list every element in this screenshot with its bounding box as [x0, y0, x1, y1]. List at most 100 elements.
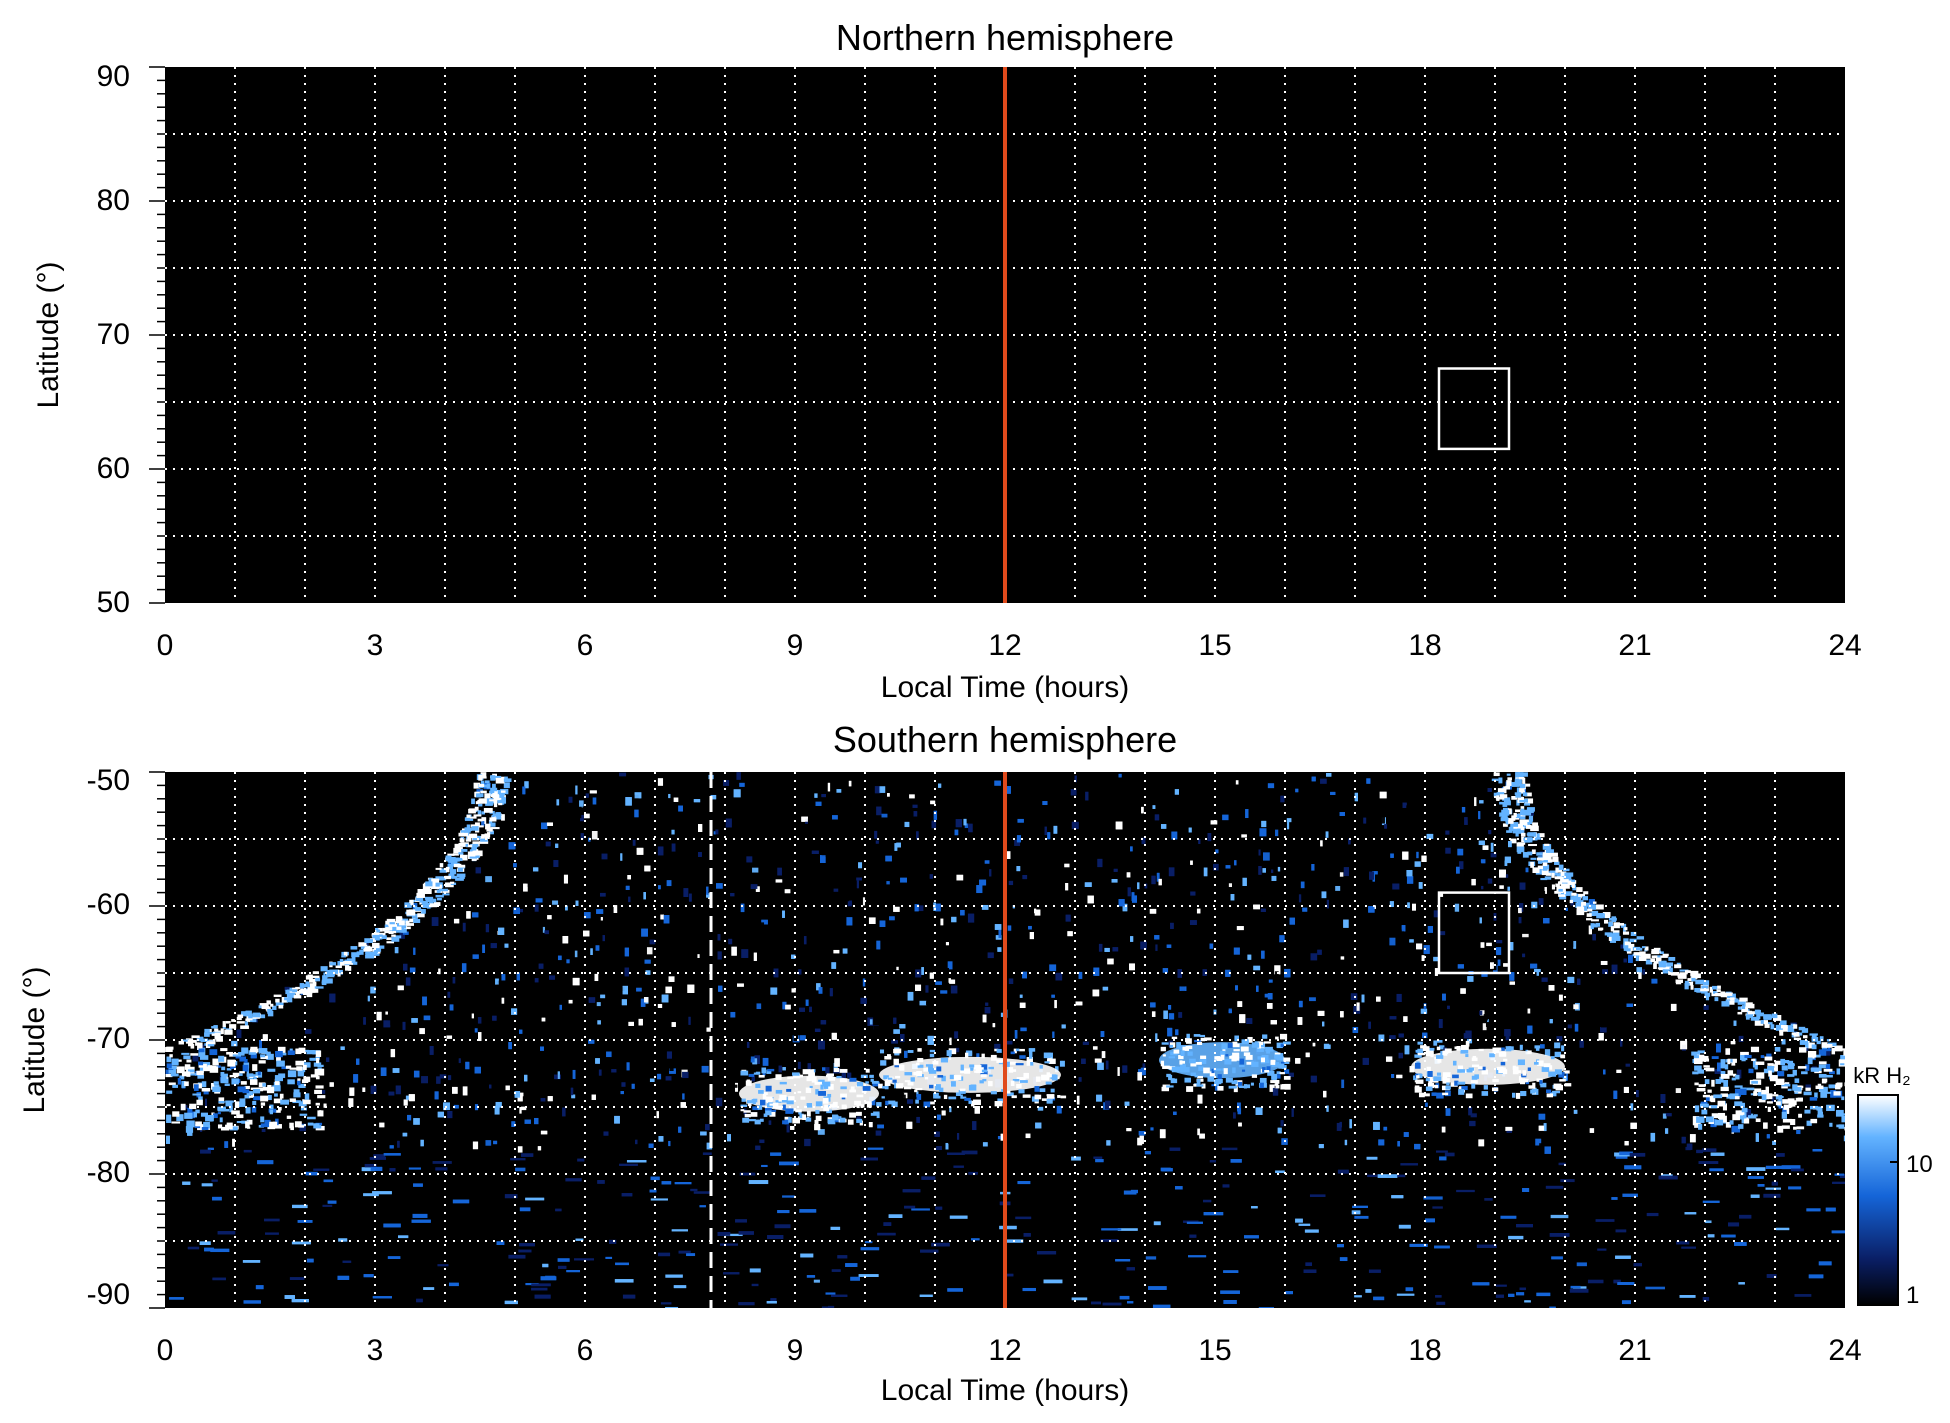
edge-pixel	[1542, 854, 1552, 861]
edge-pixel	[1737, 1006, 1742, 1010]
emission-pixel	[568, 796, 573, 803]
emission-pixel	[562, 1107, 566, 1117]
emission-pixel	[1619, 1127, 1622, 1135]
emission-pixel	[462, 922, 466, 932]
emission-pixel	[978, 806, 985, 813]
emission-pixel	[963, 818, 967, 826]
emission-pixel	[323, 1108, 330, 1116]
emission-pixel	[1843, 1135, 1845, 1142]
edge-pixel	[1697, 1069, 1705, 1074]
emission-pixel	[1595, 1219, 1615, 1222]
edge-pixel	[433, 902, 441, 907]
edge-pixel	[244, 1094, 251, 1099]
emission-pixel	[973, 926, 977, 932]
edge-pixel	[1503, 800, 1511, 806]
emission-pixel	[814, 793, 818, 798]
emission-pixel	[791, 954, 796, 959]
emission-pixel	[1258, 849, 1261, 856]
edge-pixel	[444, 875, 451, 880]
emission-pixel	[1326, 1105, 1329, 1112]
emission-pixel	[805, 999, 809, 1006]
edge-pixel	[236, 1121, 245, 1124]
emission-pixel	[1367, 1174, 1378, 1178]
emission-pixel	[1725, 1122, 1731, 1128]
emission-pixel	[1499, 869, 1506, 878]
emission-pixel	[791, 920, 796, 927]
emission-pixel	[1613, 1090, 1618, 1099]
edge-pixel	[1831, 1047, 1836, 1055]
emission-pixel	[508, 842, 516, 850]
emission-pixel	[420, 1139, 424, 1147]
edge-pixel	[486, 783, 490, 789]
emission-pixel	[1156, 872, 1160, 882]
emission-pixel	[1717, 1062, 1721, 1072]
emission-pixel	[896, 842, 901, 848]
emission-pixel	[1354, 1215, 1369, 1219]
emission-pixel	[1199, 782, 1207, 792]
emission-pixel	[627, 875, 631, 880]
emission-pixel	[565, 1178, 582, 1182]
emission-pixel	[785, 1059, 790, 1065]
emission-pixel	[778, 846, 783, 856]
emission-pixel	[1436, 1150, 1448, 1153]
emission-pixel	[1459, 861, 1464, 870]
emission-pixel	[1484, 1198, 1493, 1201]
emission-pixel	[342, 1260, 352, 1263]
edge-pixel	[1714, 1119, 1724, 1126]
emission-pixel	[519, 1029, 523, 1034]
edge-pixel	[1495, 796, 1505, 800]
emission-pixel	[955, 1047, 960, 1053]
emission-pixel	[1692, 1116, 1700, 1126]
edge-pixel	[292, 989, 298, 993]
edge-pixel	[1734, 1101, 1743, 1107]
emission-pixel	[925, 985, 929, 993]
edge-pixel	[211, 1083, 215, 1090]
emission-pixel	[478, 1032, 482, 1042]
emission-pixel	[966, 969, 970, 974]
emission-pixel	[1504, 856, 1511, 864]
edge-pixel	[1545, 849, 1554, 853]
edge-pixel	[480, 790, 487, 794]
edge-pixel	[168, 1082, 176, 1086]
edge-pixel	[1550, 852, 1558, 857]
edge-pixel	[1793, 1037, 1802, 1041]
emission-pixel	[436, 1021, 443, 1031]
edge-pixel	[499, 800, 505, 805]
emission-pixel	[755, 1145, 761, 1150]
edge-pixel	[483, 808, 493, 813]
emission-pixel	[1138, 1130, 1146, 1136]
emission-pixel	[717, 934, 721, 941]
emission-pixel	[1736, 1069, 1742, 1079]
edge-pixel	[1734, 1085, 1743, 1088]
edge-pixel	[501, 797, 506, 802]
emission-pixel	[759, 1139, 765, 1144]
edge-pixel	[417, 889, 427, 894]
emission-pixel	[1389, 901, 1394, 907]
emission-pixel	[625, 797, 632, 806]
edge-pixel	[315, 1055, 320, 1060]
edge-pixel	[1805, 1087, 1811, 1091]
emission-pixel	[1159, 1129, 1166, 1139]
emission-pixel	[372, 1191, 392, 1195]
emission-pixel	[875, 1130, 882, 1136]
emission-pixel	[775, 879, 783, 883]
emission-pixel	[513, 907, 520, 914]
emission-pixel	[590, 948, 593, 955]
edge-pixel	[1612, 931, 1620, 937]
emission-pixel	[1507, 886, 1510, 891]
emission-pixel	[1482, 1023, 1488, 1031]
emission-pixel	[821, 1067, 826, 1071]
edge-pixel	[1565, 891, 1573, 896]
emission-pixel	[1527, 1008, 1531, 1014]
emission-pixel	[582, 930, 590, 937]
emission-pixel	[1636, 967, 1643, 973]
emission-pixel	[389, 1128, 395, 1135]
emission-pixel	[1755, 1133, 1759, 1142]
emission-pixel	[1148, 1069, 1154, 1074]
emission-pixel	[555, 843, 559, 848]
emission-pixel	[700, 1131, 707, 1136]
emission-pixel	[920, 1249, 939, 1253]
edge-pixel	[240, 1081, 247, 1085]
edge-pixel	[322, 975, 328, 981]
emission-pixel	[657, 1073, 662, 1080]
